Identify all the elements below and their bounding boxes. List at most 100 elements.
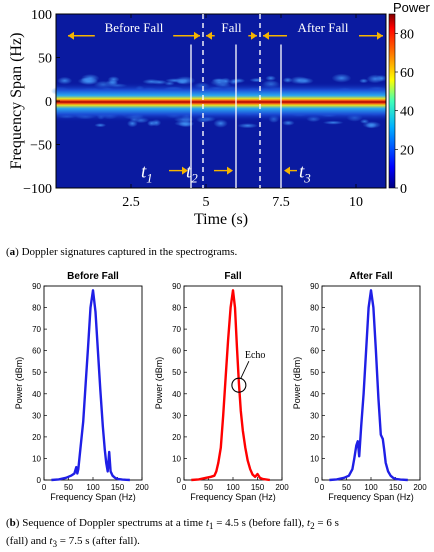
phase-arrowhead bbox=[206, 31, 212, 40]
spectrum-y-tick-label: 0 bbox=[315, 476, 320, 485]
spectrogram-x-tick-label: 2.5 bbox=[122, 195, 140, 210]
colorbar-title: Power bbox=[393, 0, 431, 15]
spectrum-x-tick-label: 50 bbox=[204, 483, 213, 492]
spectrogram-speckle bbox=[331, 73, 352, 83]
spectrum-y-tick-label: 80 bbox=[310, 304, 319, 313]
spectrum-series-line bbox=[191, 289, 270, 482]
spectrum-y-tick-label: 10 bbox=[32, 454, 41, 463]
spectrum-y-tick-label: 70 bbox=[172, 325, 181, 334]
echo-circle bbox=[231, 377, 247, 393]
spectrum-frame bbox=[43, 285, 143, 481]
spectrum-series-line bbox=[329, 289, 408, 482]
caption-b: (b) Sequence of Doppler spectrums at a t… bbox=[6, 517, 339, 550]
phase-arrowhead bbox=[251, 31, 257, 40]
spectrum-frame bbox=[183, 285, 283, 481]
spectrum-panel-2: Fall 0 10 20 30 40 50 60 70 80 90 0 50 100 150 200Frequ… bbox=[154, 271, 289, 502]
echo-label: Echo bbox=[245, 350, 266, 361]
colorbar-tick-label: 40 bbox=[400, 105, 414, 120]
spectrogram-y-tick-label: −50 bbox=[30, 139, 52, 154]
spectrum-y-tick-label: 0 bbox=[37, 476, 42, 485]
time-marker-arrowhead bbox=[284, 166, 290, 175]
colorbar-gradient bbox=[388, 13, 396, 189]
phase-arrowhead bbox=[68, 31, 74, 40]
spectrogram-speckle bbox=[282, 77, 293, 83]
spectrogram-x-tick-label: 10 bbox=[349, 195, 363, 210]
spectrum-y-tick-label: 10 bbox=[172, 454, 181, 463]
spectrogram-ticks: 2.5 5 7.5 10 100 50 0 −50 −100 bbox=[23, 8, 363, 210]
spectrum-x-tick-label: 150 bbox=[111, 483, 125, 492]
spectrum-y-axis-label: Power (dBm) bbox=[292, 357, 302, 410]
spectrogram-speckle bbox=[81, 74, 100, 83]
colorbar-tick-label: 80 bbox=[400, 27, 414, 42]
spectrum-title: Fall bbox=[224, 271, 241, 282]
spectrum-y-tick-label: 90 bbox=[310, 282, 319, 291]
spectrum-y-tick-label: 60 bbox=[32, 347, 41, 356]
time-marker-arrowhead bbox=[227, 166, 233, 175]
spectrogram-speckle bbox=[366, 74, 384, 84]
time-marker-label: t1 bbox=[141, 162, 153, 186]
spectrum-panel-1: Before Fall 0 10 20 30 40 50 60 70 80 90 0 50 100 150 2… bbox=[14, 271, 149, 502]
spectrum-x-axis-label: Frequency Span (Hz) bbox=[328, 492, 414, 502]
spectrogram-x-axis-label: Time (s) bbox=[194, 211, 248, 228]
spectrogram-x-tick-label: 7.5 bbox=[272, 195, 290, 210]
spectrum-y-tick-label: 70 bbox=[310, 325, 319, 334]
spectrum-x-tick-label: 0 bbox=[42, 483, 47, 492]
colorbar: Power 80 60 40 20 0 bbox=[388, 0, 431, 197]
spectrum-y-tick-label: 60 bbox=[172, 347, 181, 356]
caption-a-tag: a bbox=[9, 246, 16, 258]
spectrogram-y-tick-label: 50 bbox=[38, 52, 52, 67]
spectrum-y-tick-label: 50 bbox=[32, 368, 41, 377]
caption-b-tag: b bbox=[9, 517, 16, 529]
caption-a: (a) Doppler signatures captured in the s… bbox=[6, 246, 238, 258]
colorbar-tick-label: 20 bbox=[400, 143, 414, 158]
spectrum-x-tick-label: 200 bbox=[413, 483, 427, 492]
caption-b-t3: 7.5 s (after fall). bbox=[68, 535, 140, 548]
spectrogram-zero-band bbox=[56, 82, 386, 122]
spectrum-y-tick-label: 0 bbox=[177, 476, 182, 485]
spectrum-x-tick-label: 0 bbox=[182, 483, 187, 492]
spectrum-title: After Fall bbox=[349, 271, 393, 282]
caption-b-t1: 4.5 s (before fall), bbox=[225, 517, 308, 529]
spectrogram-speckle bbox=[94, 123, 107, 128]
spectrum-y-tick-label: 60 bbox=[310, 347, 319, 356]
caption-b-t2: 6 s bbox=[326, 517, 339, 529]
spectrum-y-tick-label: 10 bbox=[310, 454, 319, 463]
spectrum-x-tick-label: 100 bbox=[364, 483, 378, 492]
phase-arrowhead bbox=[377, 31, 383, 40]
caption-b-part1: Sequence of Doppler spectrums at a time bbox=[22, 517, 206, 529]
spectrum-y-tick-label: 40 bbox=[172, 390, 181, 399]
caption-b-part2: (fall) and bbox=[6, 535, 50, 548]
spectrogram-x-tick-label: 5 bbox=[203, 195, 210, 210]
spectrum-x-axis-label: Frequency Span (Hz) bbox=[190, 492, 276, 502]
spectrogram-chart: 2.5 5 7.5 10 100 50 0 −50 −100 Before Fall Fall Af… bbox=[8, 8, 388, 228]
spectrum-y-tick-label: 40 bbox=[32, 390, 41, 399]
phase-label: Fall bbox=[221, 20, 242, 35]
spectrum-x-tick-label: 200 bbox=[135, 483, 149, 492]
spectrum-y-tick-label: 40 bbox=[310, 390, 319, 399]
spectrum-y-tick-label: 20 bbox=[172, 433, 181, 442]
spectrum-x-tick-label: 200 bbox=[275, 483, 289, 492]
spectrum-y-tick-label: 20 bbox=[310, 433, 319, 442]
spectrogram-speckle bbox=[237, 123, 258, 129]
spectrogram-y-tick-label: 100 bbox=[31, 8, 52, 23]
spectrum-y-tick-label: 50 bbox=[310, 368, 319, 377]
spectrum-y-tick-label: 80 bbox=[172, 304, 181, 313]
spectrum-x-tick-label: 50 bbox=[342, 483, 351, 492]
time-marker-subscript: 1 bbox=[146, 171, 153, 186]
spectrogram-speckle bbox=[365, 122, 377, 129]
caption-a-text: Doppler signatures captured in the spect… bbox=[21, 246, 238, 258]
time-marker-subscript: 3 bbox=[303, 171, 311, 186]
spectrum-x-tick-label: 100 bbox=[86, 483, 100, 492]
spectrogram-y-tick-label: 0 bbox=[45, 95, 52, 110]
spectrum-y-tick-label: 30 bbox=[310, 411, 319, 420]
phase-label: After Fall bbox=[298, 20, 349, 35]
spectrum-x-tick-label: 50 bbox=[64, 483, 73, 492]
spectrogram-y-tick-label: −100 bbox=[23, 182, 52, 197]
spectrum-x-tick-label: 150 bbox=[389, 483, 403, 492]
colorbar-tick-label: 60 bbox=[400, 66, 414, 81]
time-marker-arrowhead bbox=[182, 166, 188, 175]
spectrum-y-axis-label: Power (dBm) bbox=[154, 357, 164, 410]
spectrum-title: Before Fall bbox=[67, 271, 119, 282]
